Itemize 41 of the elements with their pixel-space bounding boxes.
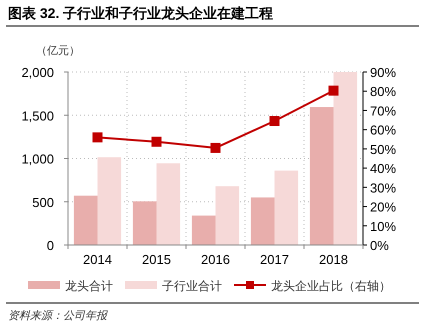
bar xyxy=(310,107,334,245)
y2-tick-label: 10% xyxy=(370,218,396,234)
bar xyxy=(274,170,298,245)
x-tick-label: 2018 xyxy=(319,252,348,267)
y2-tick-label: 70% xyxy=(370,103,396,118)
y-tick-label: 0 xyxy=(46,238,54,253)
point xyxy=(270,116,280,126)
bar xyxy=(250,197,274,245)
bar xyxy=(216,186,240,245)
y-tick-label: 500 xyxy=(32,194,54,210)
y-axis-title: （亿元） xyxy=(36,45,80,57)
y2-tick-label: 60% xyxy=(370,122,396,138)
x-tick-label: 2014 xyxy=(83,252,112,267)
y2-tick-label: 0% xyxy=(370,238,390,253)
x-tick-label: 2016 xyxy=(201,252,230,267)
y-tick-label: 2,000 xyxy=(21,65,54,80)
legend-label: 子行业合计 xyxy=(162,279,222,293)
point xyxy=(92,132,102,142)
y2-tick-label: 50% xyxy=(370,142,396,157)
point xyxy=(152,136,162,147)
legend-label: 龙头企业占比（右轴） xyxy=(271,279,391,293)
y2-tick-label: 20% xyxy=(370,200,396,215)
x-tick-label: 2015 xyxy=(142,252,171,267)
y2-tick-label: 30% xyxy=(370,180,396,196)
bar xyxy=(74,196,98,245)
y-tick-label: 1,000 xyxy=(21,152,54,166)
bar xyxy=(156,163,180,245)
y-tick-label: 1,500 xyxy=(21,108,54,124)
y2-tick-label: 90% xyxy=(370,65,396,80)
bar xyxy=(98,157,122,245)
x-tick-label: 2017 xyxy=(260,252,289,267)
point xyxy=(210,142,220,153)
y2-tick-label: 80% xyxy=(370,84,396,100)
legend-label: 龙头合计 xyxy=(65,279,113,293)
text: 资料来源：公司年报 xyxy=(8,309,108,322)
point xyxy=(328,86,338,96)
chart-title: 图表 32. 子行业和子行业龙头企业在建工程 xyxy=(8,5,274,21)
bar xyxy=(192,216,216,245)
bar xyxy=(132,201,156,245)
bar xyxy=(334,72,358,245)
y2-tick-label: 40% xyxy=(370,161,396,176)
